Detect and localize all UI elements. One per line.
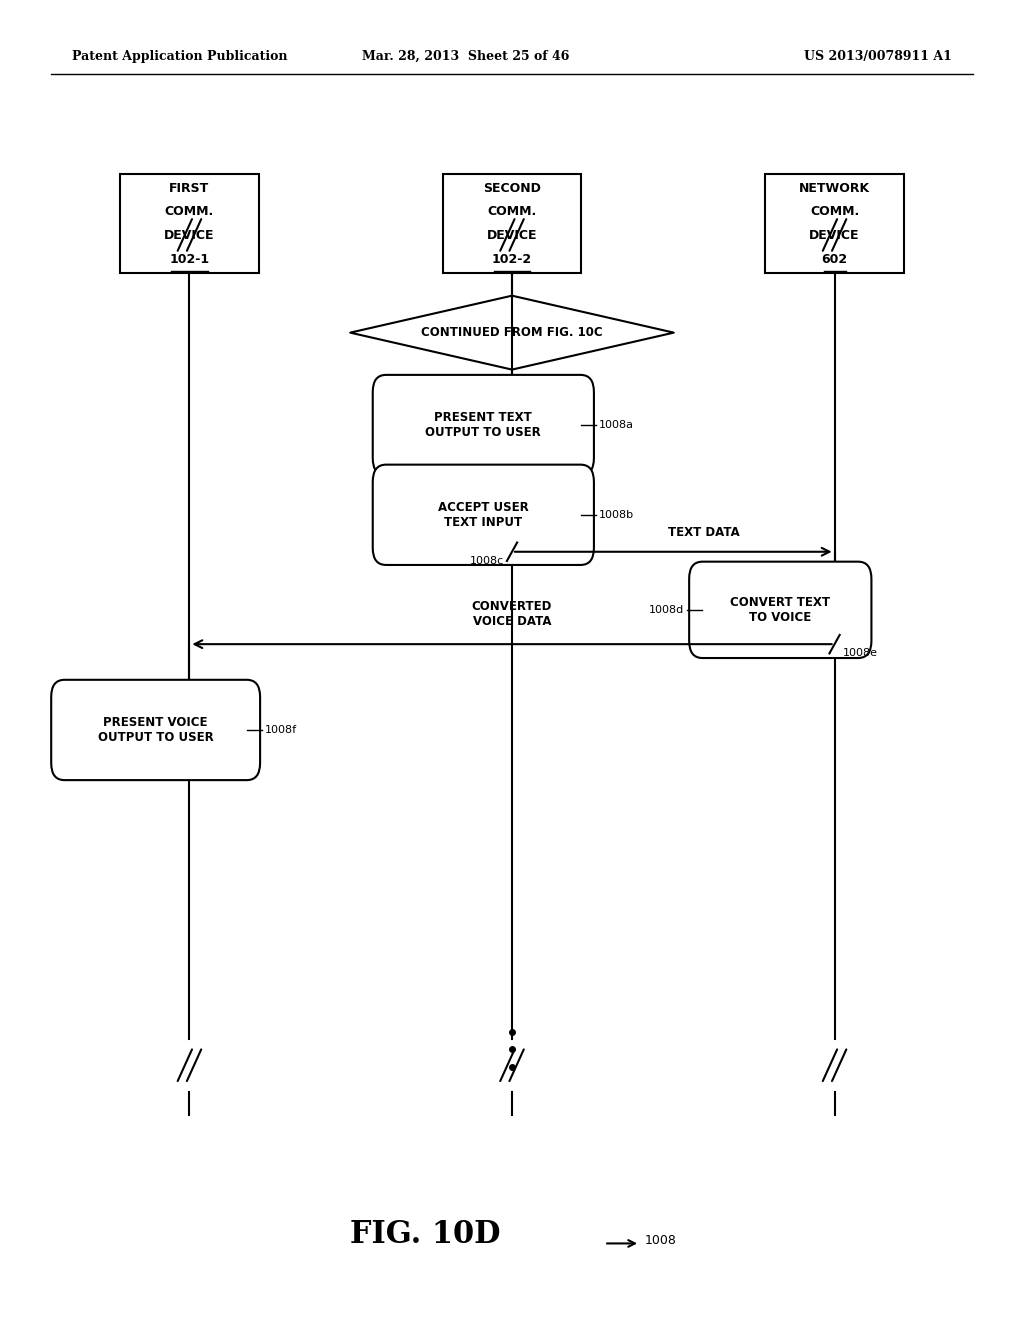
FancyBboxPatch shape — [373, 465, 594, 565]
FancyBboxPatch shape — [442, 174, 582, 273]
Text: Mar. 28, 2013  Sheet 25 of 46: Mar. 28, 2013 Sheet 25 of 46 — [362, 50, 569, 63]
Text: 1008e: 1008e — [843, 648, 878, 659]
Text: NETWORK: NETWORK — [799, 182, 870, 194]
Text: 1008a: 1008a — [599, 420, 634, 430]
Text: PRESENT VOICE
OUTPUT TO USER: PRESENT VOICE OUTPUT TO USER — [97, 715, 214, 744]
Text: TEXT DATA: TEXT DATA — [668, 525, 740, 539]
FancyBboxPatch shape — [689, 562, 871, 657]
Text: PRESENT TEXT
OUTPUT TO USER: PRESENT TEXT OUTPUT TO USER — [425, 411, 542, 440]
Text: DEVICE: DEVICE — [164, 230, 215, 242]
Text: COMM.: COMM. — [810, 206, 859, 218]
Text: ACCEPT USER
TEXT INPUT: ACCEPT USER TEXT INPUT — [438, 500, 528, 529]
Text: SECOND: SECOND — [483, 182, 541, 194]
Text: CONVERTED
VOICE DATA: CONVERTED VOICE DATA — [472, 601, 552, 628]
Text: COMM.: COMM. — [165, 206, 214, 218]
Text: 1008: 1008 — [645, 1234, 677, 1247]
Text: 1008c: 1008c — [470, 556, 504, 566]
Text: COMM.: COMM. — [487, 206, 537, 218]
Text: 1008f: 1008f — [265, 725, 297, 735]
Text: CONVERT TEXT
TO VOICE: CONVERT TEXT TO VOICE — [730, 595, 830, 624]
Text: DEVICE: DEVICE — [809, 230, 860, 242]
FancyBboxPatch shape — [121, 174, 258, 273]
FancyBboxPatch shape — [51, 680, 260, 780]
FancyBboxPatch shape — [373, 375, 594, 475]
FancyBboxPatch shape — [765, 174, 903, 273]
Text: FIG. 10D: FIG. 10D — [350, 1218, 500, 1250]
Text: US 2013/0078911 A1: US 2013/0078911 A1 — [805, 50, 952, 63]
Text: CONTINUED FROM FIG. 10C: CONTINUED FROM FIG. 10C — [421, 326, 603, 339]
Text: 102-1: 102-1 — [169, 253, 210, 265]
Text: FIRST: FIRST — [169, 182, 210, 194]
Text: 102-2: 102-2 — [492, 253, 532, 265]
Text: 1008b: 1008b — [599, 510, 634, 520]
Text: Patent Application Publication: Patent Application Publication — [72, 50, 287, 63]
Text: 602: 602 — [821, 253, 848, 265]
Text: 1008d: 1008d — [649, 605, 684, 615]
Text: DEVICE: DEVICE — [486, 230, 538, 242]
